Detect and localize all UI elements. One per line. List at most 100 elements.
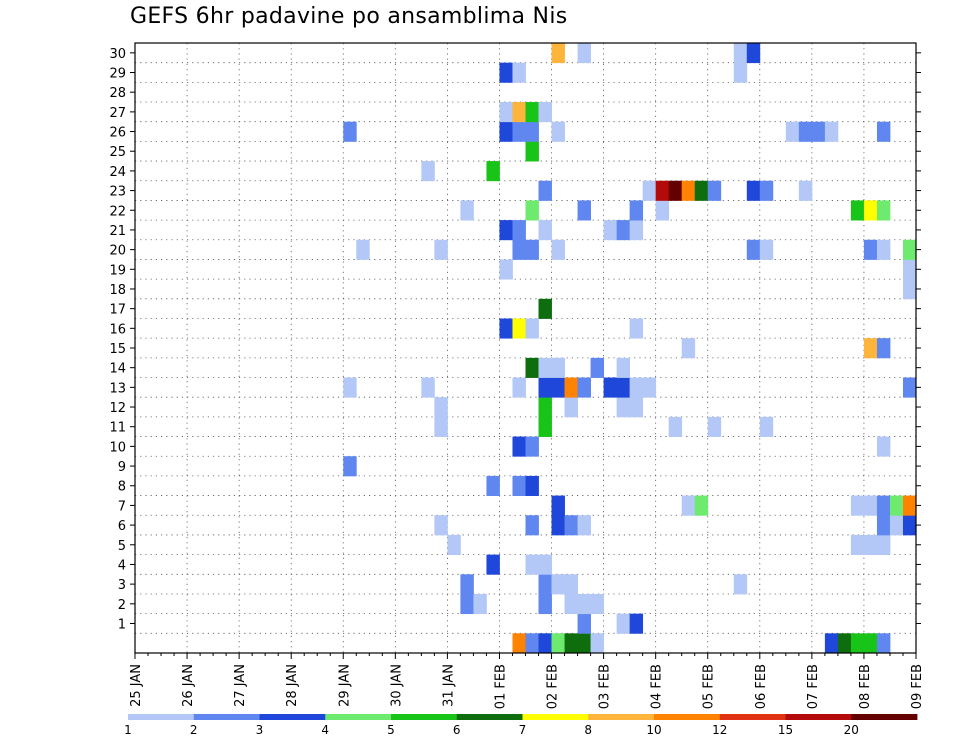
y-tick-label: 11 [109,421,126,436]
heatmap-cell [811,121,826,142]
heatmap-cell [434,515,448,536]
heatmap-cell [538,397,552,418]
colorbar-swatch [325,714,392,720]
heatmap-cell [850,633,865,654]
heatmap-cell [538,554,552,575]
heatmap-cell [837,633,852,654]
colorbar-label: 5 [387,723,395,737]
heatmap-cell [616,377,631,398]
heatmap-cell [512,436,526,457]
y-tick-label: 4 [118,558,126,573]
x-tick-label: 27 JAN [233,664,248,707]
y-tick-label: 14 [109,362,126,377]
heatmap-cell [434,416,448,437]
heatmap-cell [538,180,552,201]
heatmap-cell [681,338,696,359]
y-tick-label: 15 [109,342,126,357]
heatmap-cell [902,239,917,260]
y-tick-label: 8 [118,480,126,495]
colorbar-swatch [719,714,786,720]
y-tick-label: 24 [109,165,126,180]
heatmap-cell [746,180,761,201]
heatmap-cell [785,121,800,142]
heatmap-cell [343,377,357,398]
colorbar-label: 1 [124,723,132,737]
heatmap-cell [577,633,591,654]
x-tick-label: 02 FEB [546,664,561,709]
heatmap-cell [447,534,461,556]
colorbar-swatch [259,714,326,720]
heatmap-cell [876,338,891,359]
heatmap-cell [668,416,683,437]
heatmap-cell [512,121,526,142]
heatmap-cell [564,397,578,418]
heatmap-cell [889,515,904,536]
heatmap-cell [694,180,709,201]
x-tick-label: 26 JAN [181,664,196,707]
y-tick-label: 12 [109,401,126,416]
x-tick-label: 31 JAN [441,664,456,707]
heatmap-cell [798,121,813,142]
heatmap-cell [460,200,474,221]
heatmap-cell [551,43,565,64]
colorbar-label: 6 [453,723,461,737]
heatmap-cell [863,200,878,221]
y-tick-label: 20 [109,244,126,259]
heatmap-cell [629,613,644,634]
y-tick-label: 28 [109,86,126,101]
y-tick-label: 17 [109,303,126,318]
heatmap-cell [538,377,552,398]
colorbar-label: 15 [778,723,793,737]
heatmap-cell [902,377,917,398]
heatmap-cell [473,593,487,615]
heatmap-cell [538,220,552,241]
heatmap-cell [876,200,891,221]
heatmap-cell [603,220,618,241]
y-tick-label: 27 [109,106,126,121]
y-tick-label: 2 [118,598,126,613]
colorbar-label: 2 [190,723,198,737]
heatmap-cell [525,239,539,260]
heatmap-cell [512,102,526,123]
x-tick-label: 01 FEB [493,664,508,709]
colorbar-swatch [193,714,260,720]
heatmap-cell [525,357,539,378]
heatmap-cell [850,200,865,221]
heatmap-cell [902,495,917,516]
heatmap-cell [564,377,578,398]
heatmap-cell [512,633,526,654]
heatmap-cell [577,515,591,536]
heatmap-cell [876,121,891,142]
y-tick-label: 6 [118,519,126,534]
heatmap-cell [460,593,474,615]
axes-layer: 1234567891011121314151617181920212223242… [109,42,925,709]
chart-title: GEFS 6hr padavine po ansamblima Nis [130,4,568,29]
heatmap-cell [824,633,839,654]
heatmap-cell [655,180,670,201]
y-tick-label: 25 [109,145,126,160]
x-tick-label: 29 JAN [337,664,352,707]
heatmap-cell [434,239,448,260]
heatmap-cell [733,62,748,83]
heatmap-cell [616,397,631,418]
heatmap-cell [421,161,435,182]
heatmap-cell [538,416,552,437]
x-tick-label: 06 FEB [754,664,769,709]
heatmap-cell [616,613,631,634]
colorbar-swatch [128,714,195,720]
y-tick-label: 10 [109,440,126,455]
colorbar-swatch [588,714,655,720]
heatmap-cell [616,220,631,241]
heatmap-cell [551,121,565,142]
y-tick-label: 5 [118,539,126,554]
x-tick-label: 30 JAN [389,664,404,707]
heatmap-cell [889,495,904,516]
y-tick-label: 16 [109,322,126,337]
heatmap-cell [512,62,526,83]
heatmap-cell [525,141,539,162]
x-tick-label: 08 FEB [858,664,873,709]
heatmap-cell [694,495,709,516]
heatmap-cell [759,180,774,201]
heatmap-cell [525,515,539,536]
heatmap-cell [525,102,539,123]
